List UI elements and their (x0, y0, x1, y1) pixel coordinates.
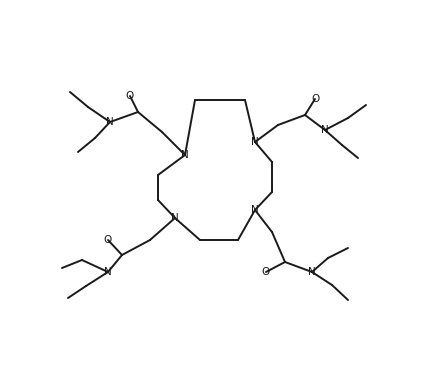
Text: N: N (104, 267, 112, 277)
Text: N: N (321, 125, 329, 135)
Text: O: O (262, 267, 270, 277)
Text: N: N (308, 267, 316, 277)
Text: N: N (251, 205, 259, 215)
Text: N: N (106, 117, 114, 127)
Text: O: O (126, 91, 134, 101)
Text: O: O (104, 235, 112, 245)
Text: N: N (181, 150, 189, 160)
Text: N: N (171, 213, 179, 223)
Text: O: O (311, 94, 319, 104)
Text: N: N (251, 137, 259, 147)
